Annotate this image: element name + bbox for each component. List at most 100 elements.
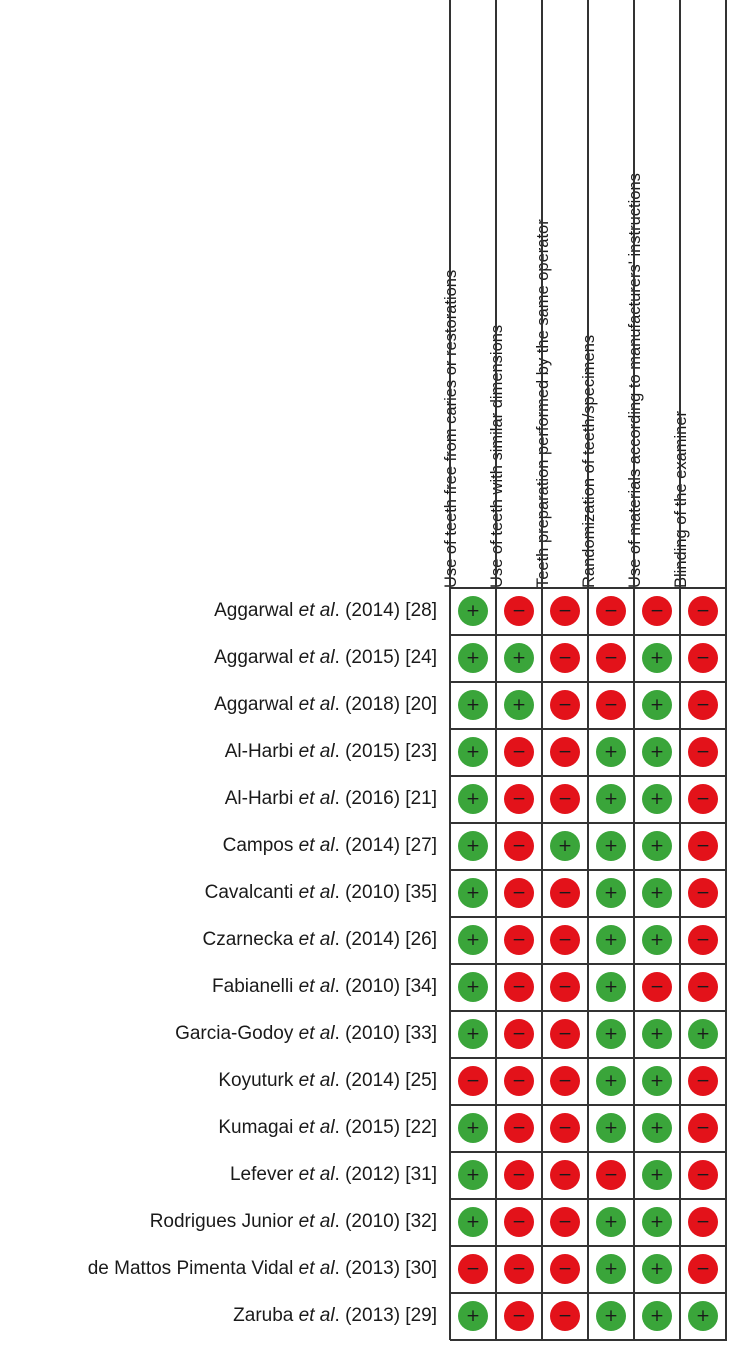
- grid-horizontal-line: [450, 1292, 727, 1294]
- study-label: Koyuturk et al. (2014) [25]: [218, 1058, 437, 1104]
- high-risk-minus-icon: −: [504, 1066, 534, 1096]
- grid-vertical-line: [633, 0, 635, 1340]
- study-year-ref: . (2014) [26]: [334, 929, 437, 950]
- study-etal: et al: [298, 694, 335, 715]
- high-risk-minus-icon: −: [596, 690, 626, 720]
- study-label: Rodrigues Junior et al. (2010) [32]: [150, 1199, 437, 1245]
- high-risk-minus-icon: −: [550, 1301, 580, 1331]
- high-risk-minus-icon: −: [550, 784, 580, 814]
- study-year-ref: . (2013) [29]: [334, 1305, 437, 1326]
- high-risk-minus-icon: −: [596, 596, 626, 626]
- high-risk-minus-icon: −: [550, 1066, 580, 1096]
- study-year-ref: . (2013) [30]: [334, 1258, 437, 1279]
- grid-horizontal-line: [450, 869, 727, 871]
- study-author: Rodrigues Junior: [149, 1211, 294, 1232]
- high-risk-minus-icon: −: [504, 1207, 534, 1237]
- study-label: Aggarwal et al. (2014) [28]: [214, 588, 437, 634]
- high-risk-minus-icon: −: [550, 1254, 580, 1284]
- high-risk-minus-icon: −: [504, 737, 534, 767]
- low-risk-plus-icon: +: [458, 1207, 488, 1237]
- high-risk-minus-icon: −: [550, 925, 580, 955]
- low-risk-plus-icon: +: [688, 1301, 718, 1331]
- study-author: Czarnecka: [202, 929, 294, 950]
- low-risk-plus-icon: +: [458, 925, 488, 955]
- column-header-label: Randomization of teeth/specimens: [580, 334, 598, 588]
- grid-horizontal-line: [450, 1151, 727, 1153]
- grid-vertical-line: [495, 0, 497, 1340]
- low-risk-plus-icon: +: [596, 1019, 626, 1049]
- study-year-ref: . (2015) [23]: [334, 741, 437, 762]
- study-etal: et al: [298, 1164, 335, 1185]
- grid-vertical-line: [587, 0, 589, 1340]
- high-risk-minus-icon: −: [550, 596, 580, 626]
- high-risk-minus-icon: −: [504, 972, 534, 1002]
- high-risk-minus-icon: −: [550, 1019, 580, 1049]
- high-risk-minus-icon: −: [550, 737, 580, 767]
- study-etal: et al: [298, 647, 335, 668]
- high-risk-minus-icon: −: [504, 784, 534, 814]
- study-etal: et al: [298, 788, 335, 809]
- low-risk-plus-icon: +: [504, 690, 534, 720]
- low-risk-plus-icon: +: [688, 1019, 718, 1049]
- low-risk-plus-icon: +: [458, 737, 488, 767]
- low-risk-plus-icon: +: [596, 925, 626, 955]
- high-risk-minus-icon: −: [550, 643, 580, 673]
- low-risk-plus-icon: +: [458, 972, 488, 1002]
- study-author: de Mattos Pimenta Vidal: [87, 1258, 294, 1279]
- high-risk-minus-icon: −: [458, 1254, 488, 1284]
- study-year-ref: . (2010) [32]: [334, 1211, 437, 1232]
- low-risk-plus-icon: +: [642, 690, 672, 720]
- study-label: Fabianelli et al. (2010) [34]: [212, 964, 437, 1010]
- study-etal: et al: [298, 741, 335, 762]
- high-risk-minus-icon: −: [504, 596, 534, 626]
- grid-horizontal-line: [450, 1339, 727, 1341]
- grid-horizontal-line: [450, 822, 727, 824]
- low-risk-plus-icon: +: [642, 925, 672, 955]
- low-risk-plus-icon: +: [458, 878, 488, 908]
- grid-horizontal-line: [450, 1198, 727, 1200]
- grid-horizontal-line: [450, 634, 727, 636]
- low-risk-plus-icon: +: [458, 784, 488, 814]
- study-label: Zaruba et al. (2013) [29]: [233, 1293, 437, 1339]
- study-label: de Mattos Pimenta Vidal et al. (2013) [3…: [88, 1246, 437, 1292]
- low-risk-plus-icon: +: [642, 1113, 672, 1143]
- study-etal: et al: [298, 835, 335, 856]
- low-risk-plus-icon: +: [596, 1066, 626, 1096]
- low-risk-plus-icon: +: [596, 1301, 626, 1331]
- grid-horizontal-line: [450, 963, 727, 965]
- grid-horizontal-line: [450, 681, 727, 683]
- low-risk-plus-icon: +: [596, 831, 626, 861]
- high-risk-minus-icon: −: [688, 1207, 718, 1237]
- high-risk-minus-icon: −: [550, 690, 580, 720]
- column-header-6: Blinding of the examiner: [672, 0, 726, 588]
- low-risk-plus-icon: +: [642, 1207, 672, 1237]
- high-risk-minus-icon: −: [642, 596, 672, 626]
- study-etal: et al: [298, 929, 335, 950]
- study-year-ref: . (2014) [25]: [334, 1070, 437, 1091]
- low-risk-plus-icon: +: [458, 1113, 488, 1143]
- high-risk-minus-icon: −: [688, 643, 718, 673]
- low-risk-plus-icon: +: [458, 596, 488, 626]
- low-risk-plus-icon: +: [504, 643, 534, 673]
- study-author: Lefever: [229, 1164, 294, 1185]
- low-risk-plus-icon: +: [458, 1160, 488, 1190]
- high-risk-minus-icon: −: [688, 737, 718, 767]
- grid-horizontal-line: [450, 775, 727, 777]
- high-risk-minus-icon: −: [642, 972, 672, 1002]
- high-risk-minus-icon: −: [504, 925, 534, 955]
- study-year-ref: . (2018) [20]: [334, 694, 437, 715]
- study-etal: et al: [298, 1117, 335, 1138]
- low-risk-plus-icon: +: [596, 1254, 626, 1284]
- high-risk-minus-icon: −: [688, 878, 718, 908]
- low-risk-plus-icon: +: [458, 643, 488, 673]
- study-author: Kumagai: [218, 1117, 294, 1138]
- grid-vertical-line: [541, 0, 543, 1340]
- study-author: Aggarwal: [214, 600, 294, 621]
- high-risk-minus-icon: −: [688, 1160, 718, 1190]
- low-risk-plus-icon: +: [642, 1160, 672, 1190]
- study-author: Koyuturk: [218, 1070, 294, 1091]
- study-year-ref: . (2010) [35]: [334, 882, 437, 903]
- high-risk-minus-icon: −: [504, 1254, 534, 1284]
- high-risk-minus-icon: −: [596, 1160, 626, 1190]
- grid-horizontal-line: [450, 1104, 727, 1106]
